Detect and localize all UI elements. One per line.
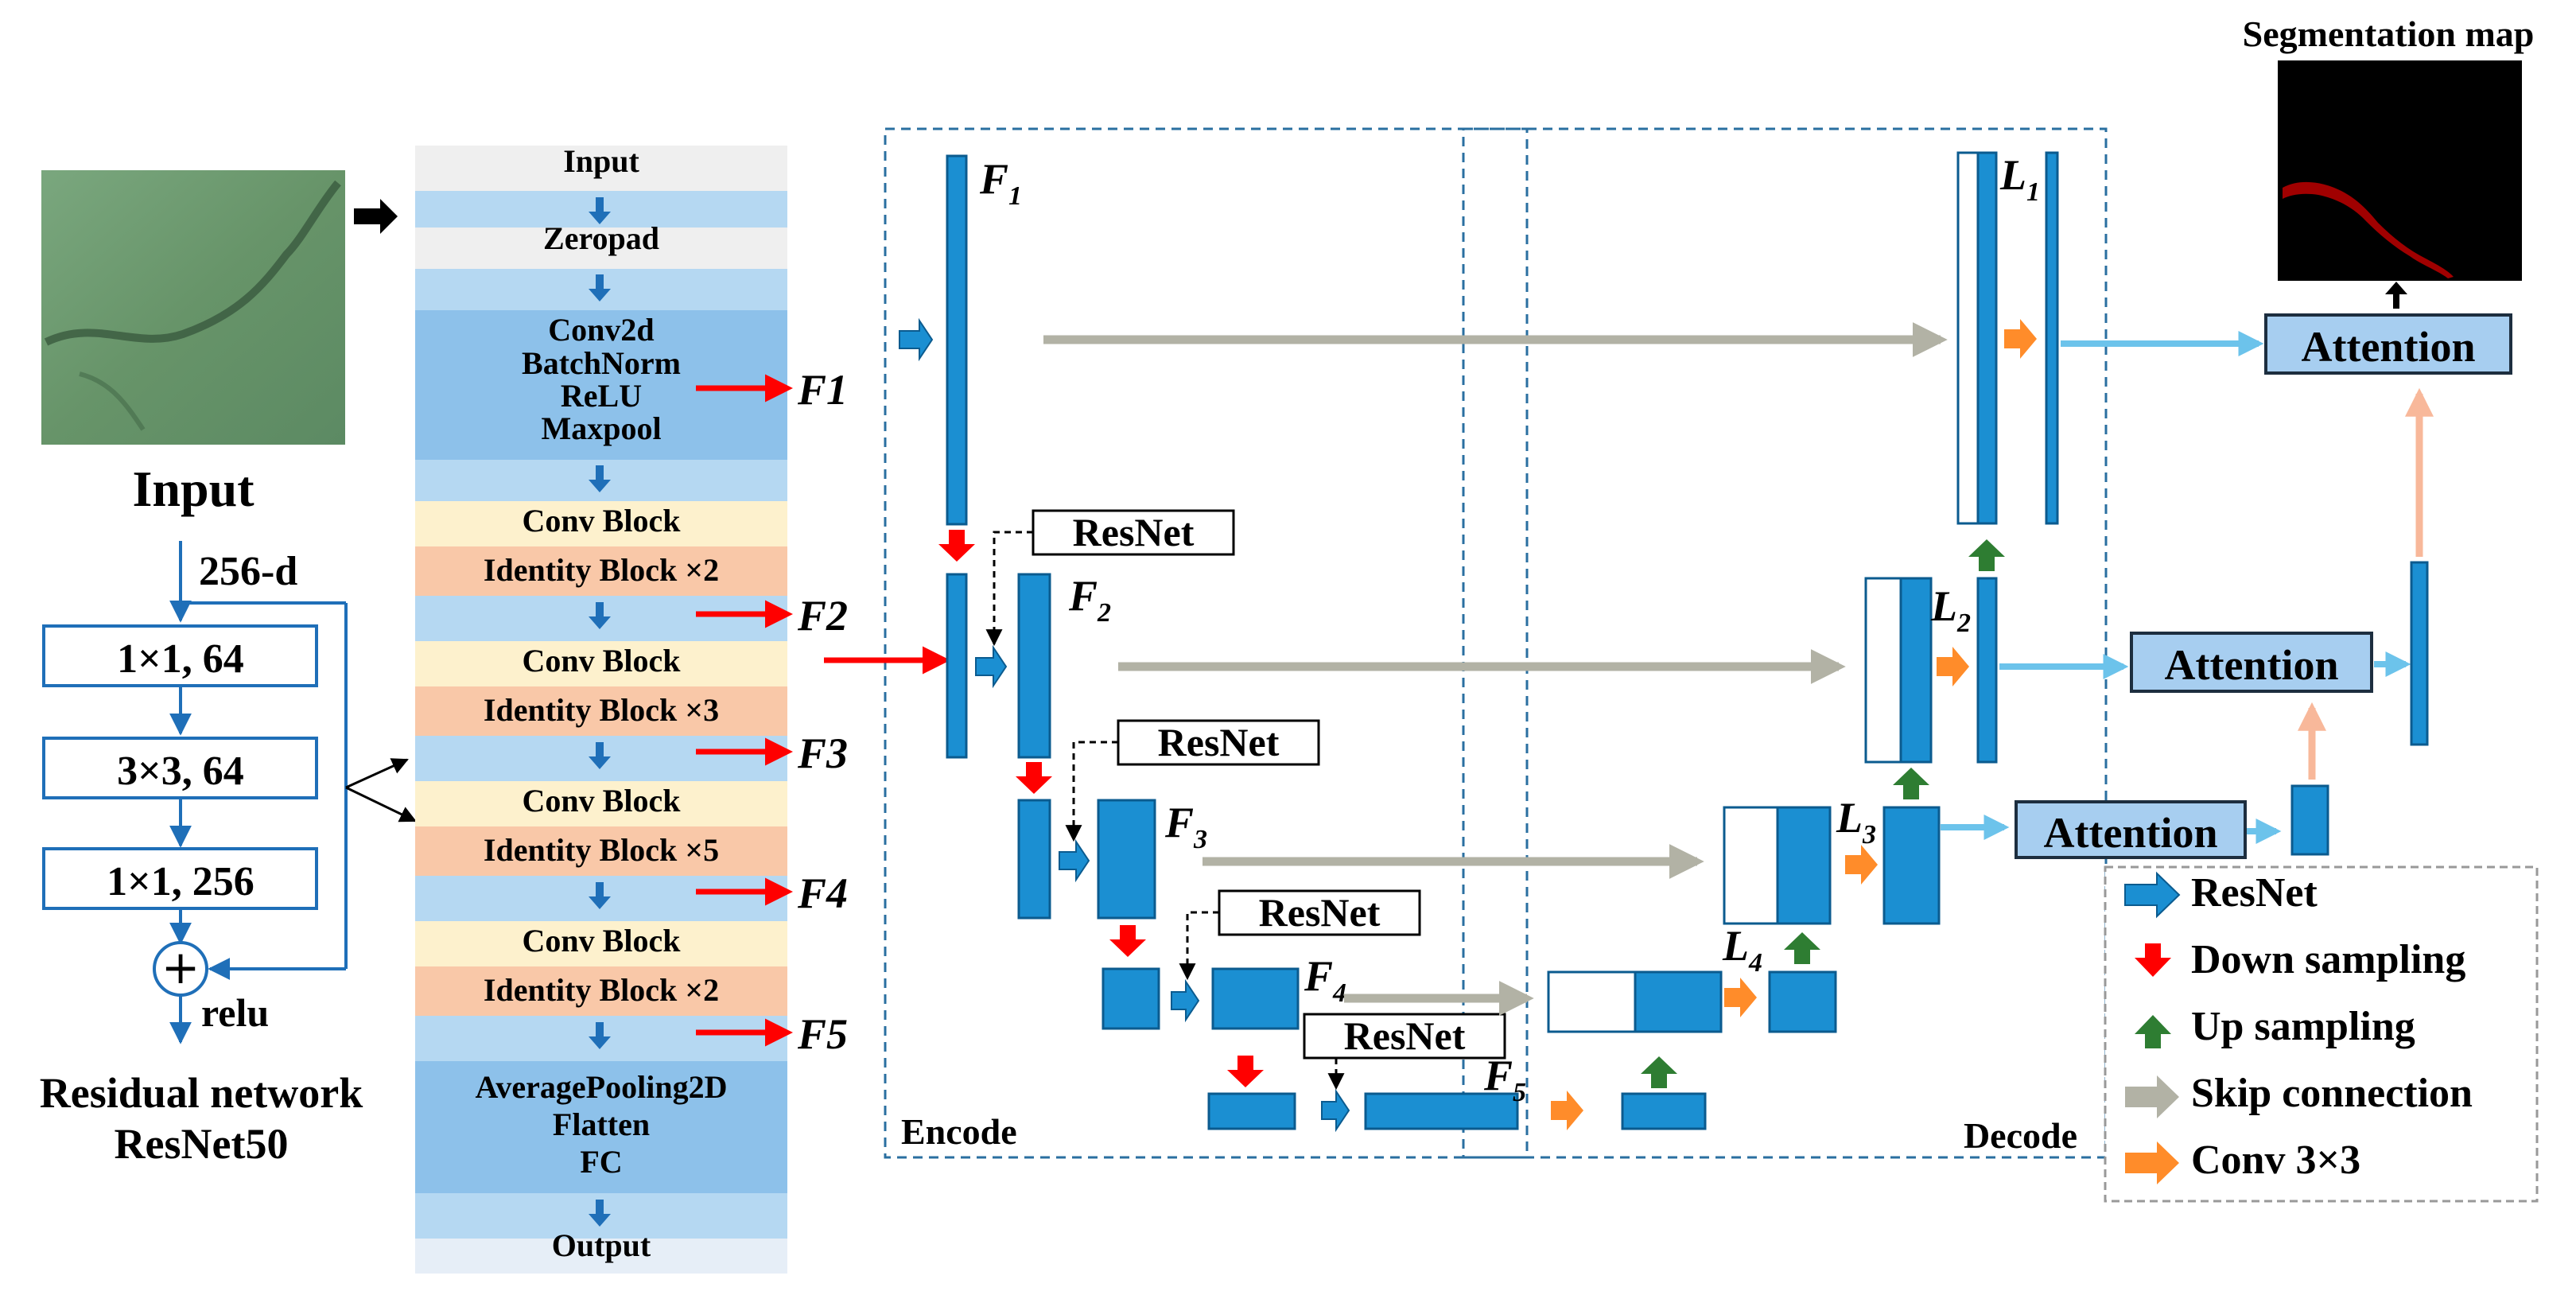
stage2-identity-block: Identity Block ×3 [484,692,719,728]
input-title: Input [133,461,255,517]
resnet-stem-conv2d: Conv2d [548,312,654,348]
segmentation-title: Segmentation map [2243,14,2535,54]
resnet-f3-label: F3 [797,729,848,777]
stage1-identity-block: Identity Block ×2 [484,552,719,588]
decoder-blue-blocks [1621,151,2059,1130]
legend-conv: Conv 3×3 [2191,1138,2360,1183]
resnet-feature-labels: F1 F2 F3 F4 F5 [797,366,848,1058]
encoder-blocks [946,154,1519,1130]
legend-down-sampling: Down sampling [2191,937,2465,982]
encoder-down-arrows [938,530,1264,1087]
encoder-f1-label: F1 [979,155,1022,211]
resnet-zeropad-label: Zeropad [543,220,659,256]
resnet-stem-batchnorm: BatchNorm [522,345,681,381]
decoder-feature-labels: L1 L2 L3 L4 [1722,151,2040,978]
attention-lines [1941,331,2411,844]
encoder-f3-label: F3 [1164,799,1207,854]
input-image [41,170,345,445]
residual-layer-1: 1×1, 64 [117,636,244,682]
head-fc: FC [580,1144,622,1180]
resnet-f4-label: F4 [797,869,848,917]
resnet-output-label: Output [552,1227,651,1263]
residual-layer-3: 1×1, 256 [107,859,254,904]
up-sampling-arrow-icon [2135,1015,2171,1048]
legend-box [2104,865,2539,1203]
encoder-resnet-boxes [1032,509,1506,1060]
skip-connection-arrow-icon [2125,1075,2179,1118]
attention-up-lines [2298,387,2434,780]
segmentation-map-image [2278,60,2522,281]
stage3-conv-block: Conv Block [523,783,682,819]
stage1-conv-block: Conv Block [523,503,682,539]
decoder-white-blocks [1547,151,1980,1033]
encoder-resnet-arrows [899,317,1350,1133]
encode-label: Encode [901,1111,1017,1152]
stage2-conv-block: Conv Block [523,643,682,679]
resnet-column-down-arrows [589,197,611,1227]
segmentation-arrow-icon [2385,282,2407,309]
resnet-f1-label: F1 [797,366,848,414]
residual-plus-icon: + [161,940,200,994]
encoder-feature-labels: F1 F2 F3 F4 F5 [979,155,1526,1107]
residual-caption-1: Residual network [40,1069,363,1117]
conv-arrow-icon [2125,1141,2179,1184]
legend-resnet: ResNet [2191,870,2318,916]
legend-up-sampling: Up sampling [2191,1004,2415,1049]
resnet-box-4-label: ResNet [1344,1013,1466,1058]
decoder-l4-label: L4 [1722,922,1762,978]
residual-layer-2: 3×3, 64 [117,749,244,794]
head-flatten: Flatten [553,1106,650,1142]
input-arrow-icon [354,199,398,234]
decoder-l2-label: L2 [1930,582,1971,638]
encoder-resnet-dashed [985,531,1345,1091]
skip-connections [1043,322,1948,1016]
encode-decode-frames [884,127,2108,1159]
attention-box-3-label: Attention [2044,809,2218,857]
stage3-identity-block: Identity Block ×5 [484,832,719,868]
down-sampling-arrow-icon [2135,943,2171,977]
resnet-arrow-icon [2124,871,2181,919]
residual-dim-label: 256-d [199,549,297,594]
residual-fanout-lines [345,758,417,822]
stage4-identity-block: Identity Block ×2 [484,972,719,1008]
resnet-stem-relu: ReLU [561,378,642,414]
decoder-l1-label: L1 [1999,151,2040,207]
attention-box-1-label: Attention [2302,323,2476,371]
residual-caption-2: ResNet50 [115,1120,289,1168]
resnet-input-label: Input [563,143,639,179]
encoder-f4-label: F4 [1304,952,1346,1008]
residual-block [42,541,348,1044]
resnet-box-1-label: ResNet [1073,510,1195,554]
attention-boxes [2015,313,2512,859]
resnet-box-2-label: ResNet [1158,720,1280,764]
feature-output-arrows [696,374,793,1047]
decoder-l3-label: L3 [1836,794,1876,850]
legend-skip-connection: Skip connection [2191,1071,2473,1116]
resnet-stem-maxpool: Maxpool [541,410,661,446]
encoder-f2-label: F2 [1068,572,1111,628]
attention-side-blocks [2290,561,2429,856]
residual-activation: relu [201,990,269,1035]
resnet-column [415,146,787,1274]
encoder-f5-label: F5 [1483,1052,1526,1107]
decode-label: Decode [1964,1115,2077,1156]
resnet-f5-label: F5 [797,1010,848,1058]
resnet-box-3-label: ResNet [1259,890,1381,935]
head-avgpool: AveragePooling2D [476,1069,728,1105]
decoder-conv-arrows [1551,319,2037,1130]
decoder-up-arrows [1641,539,2005,1088]
stage4-conv-block: Conv Block [523,923,682,959]
attention-box-2-label: Attention [2165,641,2339,689]
resnet-f2-label: F2 [797,592,848,640]
